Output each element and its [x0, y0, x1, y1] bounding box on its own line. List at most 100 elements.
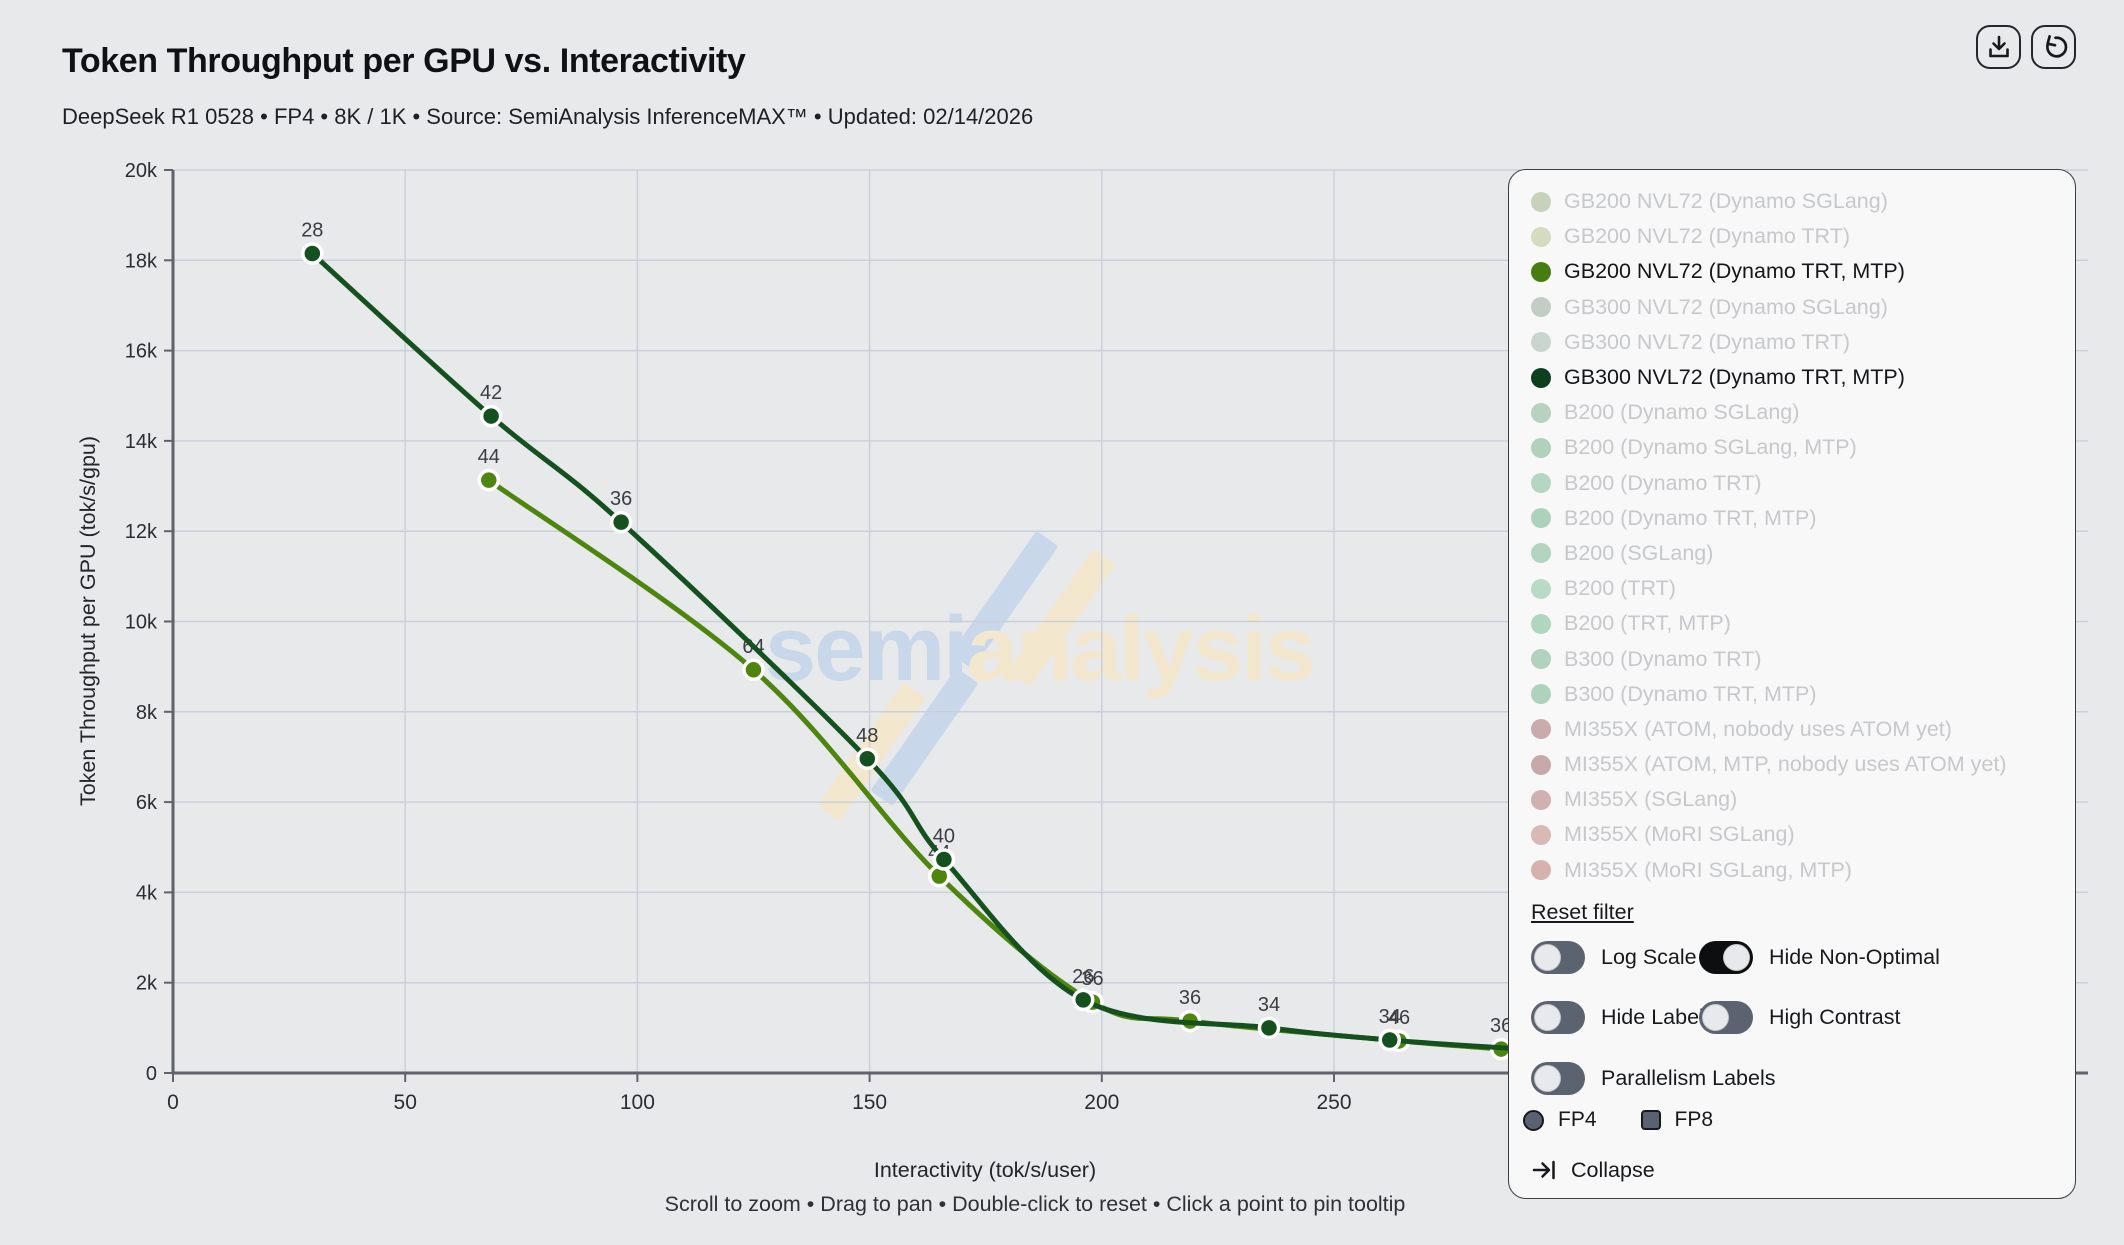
- reset-filter-link[interactable]: Reset filter: [1531, 900, 1634, 924]
- data-point-label: 36: [1490, 1015, 1512, 1037]
- toggle-row-3: Parallelism Labels: [1509, 1048, 2075, 1108]
- data-point[interactable]: [1257, 1016, 1281, 1040]
- data-point-label: 26: [1072, 966, 1094, 988]
- legend-series-dot-icon: [1531, 367, 1551, 388]
- y-tick-label: 18k: [125, 250, 158, 272]
- toggle-high-contrast[interactable]: High Contrast: [1699, 987, 1900, 1047]
- legend-series-dot-icon: [1531, 508, 1551, 529]
- legend-item[interactable]: B300 (Dynamo TRT, MTP): [1509, 677, 2075, 712]
- legend-series-dot-icon: [1531, 860, 1551, 881]
- legend-item[interactable]: MI355X (ATOM, MTP, nobody uses ATOM yet): [1509, 747, 2075, 782]
- y-tick-label: 2k: [136, 973, 158, 995]
- legend-series-dot-icon: [1531, 789, 1551, 810]
- toggle-knob: [1534, 1003, 1561, 1031]
- legend-item[interactable]: B200 (Dynamo SGLang): [1509, 395, 2075, 430]
- legend-series-dot-icon: [1531, 261, 1551, 282]
- toggle-switch[interactable]: [1531, 1000, 1585, 1034]
- legend-item-label: B200 (SGLang): [1564, 540, 1714, 565]
- legend-item-label: B200 (Dynamo SGLang): [1564, 400, 1800, 425]
- toggle-hide-non-optimal[interactable]: Hide Non-Optimal: [1699, 927, 1940, 987]
- fp4-label: FP4: [1558, 1108, 1597, 1131]
- toggle-switch[interactable]: [1531, 1061, 1585, 1095]
- collapse-button[interactable]: Collapse: [1531, 1150, 1655, 1190]
- reset-view-button[interactable]: [2031, 25, 2076, 69]
- data-point-label: 36: [610, 488, 632, 510]
- legend-item-label: MI355X (SGLang): [1564, 787, 1738, 812]
- toggle-label: Parallelism Labels: [1601, 1065, 1776, 1090]
- legend-item[interactable]: MI355X (ATOM, nobody uses ATOM yet): [1509, 712, 2075, 747]
- toggle-knob: [1534, 1064, 1561, 1092]
- y-tick-label: 10k: [125, 612, 158, 634]
- legend-item[interactable]: B200 (Dynamo TRT, MTP): [1509, 501, 2075, 536]
- toggle-knob: [1723, 943, 1750, 971]
- legend-item-label: MI355X (MoRI SGLang, MTP): [1564, 857, 1852, 882]
- toggle-log-scale[interactable]: Log Scale: [1531, 927, 1697, 987]
- download-button[interactable]: [1976, 25, 2021, 69]
- toggle-knob: [1702, 1003, 1729, 1031]
- x-tick-label: 0: [167, 1091, 179, 1114]
- data-point[interactable]: [479, 404, 503, 428]
- legend-series-dot-icon: [1531, 543, 1551, 564]
- legend-item[interactable]: GB200 NVL72 (Dynamo TRT, MTP): [1509, 254, 2075, 289]
- toggle-parallelism-labels[interactable]: Parallelism Labels: [1531, 1048, 1775, 1108]
- watermark-analysis: analysis: [966, 598, 1316, 700]
- legend-item[interactable]: GB300 NVL72 (Dynamo TRT): [1509, 325, 2075, 360]
- y-tick-label: 14k: [125, 431, 158, 453]
- download-icon: [1988, 35, 2009, 58]
- legend-item-label: B200 (TRT, MTP): [1564, 611, 1731, 636]
- data-point-label: 28: [301, 220, 323, 242]
- legend-item-label: B300 (Dynamo TRT, MTP): [1564, 681, 1817, 706]
- legend-item[interactable]: B200 (TRT): [1509, 571, 2075, 606]
- fp4-marker-icon[interactable]: [1523, 1109, 1544, 1131]
- legend-item[interactable]: GB300 NVL72 (Dynamo TRT, MTP): [1509, 360, 2075, 395]
- legend-series-dot-icon: [1531, 437, 1551, 458]
- legend-item-label: GB200 NVL72 (Dynamo SGLang): [1564, 189, 1888, 214]
- y-tick-label: 8k: [136, 702, 158, 724]
- data-point-label: 36: [1081, 968, 1103, 990]
- legend-item[interactable]: B200 (SGLang): [1509, 536, 2075, 571]
- legend-series-dot-icon: [1531, 297, 1551, 318]
- legend-series-dot-icon: [1531, 824, 1551, 845]
- data-point[interactable]: [932, 848, 956, 871]
- legend-item-label: GB300 NVL72 (Dynamo TRT): [1564, 329, 1850, 354]
- data-point[interactable]: [1071, 988, 1095, 1012]
- toggle-switch[interactable]: [1699, 1000, 1753, 1034]
- legend-item-label: GB300 NVL72 (Dynamo SGLang): [1564, 294, 1888, 319]
- data-point[interactable]: [301, 242, 324, 265]
- y-tick-label: 12k: [125, 521, 158, 543]
- legend-series-dot-icon: [1531, 402, 1551, 423]
- legend-item[interactable]: B200 (Dynamo TRT): [1509, 466, 2075, 501]
- data-point[interactable]: [856, 747, 879, 771]
- data-point-label: 40: [933, 825, 955, 847]
- data-point[interactable]: [1378, 1028, 1401, 1052]
- legend-item[interactable]: B200 (TRT, MTP): [1509, 606, 2075, 641]
- data-point[interactable]: [477, 468, 501, 492]
- data-point-label: 48: [856, 725, 878, 747]
- fp8-marker-icon[interactable]: [1640, 1110, 1661, 1130]
- legend-series-dot-icon: [1531, 226, 1551, 247]
- toggle-switch[interactable]: [1699, 940, 1753, 974]
- legend-item[interactable]: B300 (Dynamo TRT): [1509, 641, 2075, 676]
- page-title: Token Throughput per GPU vs. Interactivi…: [62, 42, 746, 80]
- x-tick-label: 200: [1084, 1091, 1119, 1114]
- legend-item[interactable]: GB200 NVL72 (Dynamo TRT): [1509, 219, 2075, 254]
- data-point[interactable]: [609, 510, 633, 534]
- data-point[interactable]: [742, 658, 765, 682]
- legend-item[interactable]: GB300 NVL72 (Dynamo SGLang): [1509, 290, 2075, 325]
- toggle-switch[interactable]: [1531, 940, 1585, 974]
- legend-item[interactable]: B200 (Dynamo SGLang, MTP): [1509, 430, 2075, 465]
- y-tick-label: 6k: [136, 792, 158, 814]
- legend-series-dot-icon: [1531, 578, 1551, 599]
- toggle-hide-labels[interactable]: Hide Labels: [1531, 987, 1715, 1047]
- data-point-label: 34: [1258, 994, 1280, 1016]
- legend-item-label: B200 (Dynamo TRT): [1564, 470, 1762, 495]
- watermark-semi: semi: [765, 598, 969, 700]
- legend-item[interactable]: MI355X (MoRI SGLang, MTP): [1509, 853, 2075, 888]
- legend-item[interactable]: GB200 NVL72 (Dynamo SGLang): [1509, 184, 2075, 219]
- series-line-1: [309, 251, 1513, 1051]
- x-tick-label: 250: [1316, 1091, 1351, 1114]
- legend-item[interactable]: MI355X (SGLang): [1509, 782, 2075, 817]
- y-tick-label: 4k: [136, 882, 158, 904]
- legend-item[interactable]: MI355X (MoRI SGLang): [1509, 817, 2075, 852]
